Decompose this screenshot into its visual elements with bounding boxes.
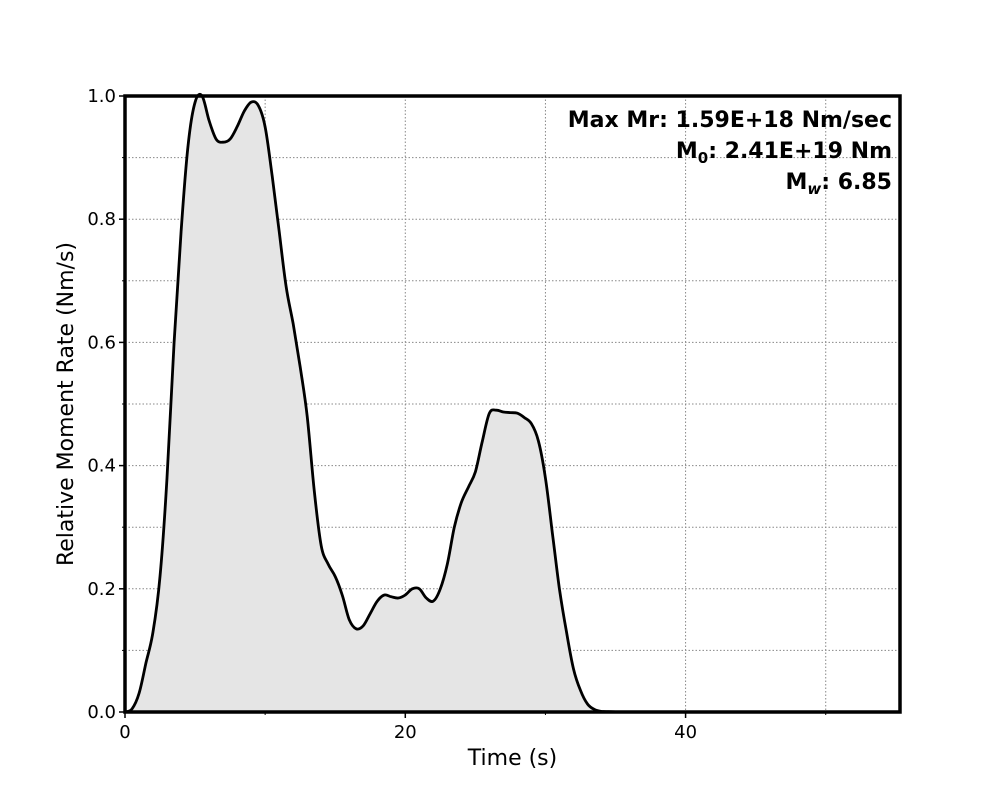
x-tick-label: 40 bbox=[674, 722, 697, 743]
annotation-mw-value: : 6.85 bbox=[821, 170, 892, 195]
x-axis-title: Time (s) bbox=[467, 746, 557, 771]
annotation-m0-prefix: M bbox=[676, 139, 698, 164]
annotation-m0-subscript: 0 bbox=[698, 149, 708, 167]
y-tick-label: 0.8 bbox=[87, 209, 116, 230]
moment-rate-line bbox=[124, 93, 900, 714]
annotation-seismic-moment: M0: 2.41E+19 Nm bbox=[676, 139, 892, 167]
y-tick-label: 0.6 bbox=[87, 332, 116, 353]
axis-ticks: 0 20 40 0.0 0.2 0.4 0.6 0.8 1.0 bbox=[87, 86, 827, 743]
x-tick-label: 20 bbox=[394, 722, 417, 743]
y-tick-label: 0.0 bbox=[87, 702, 116, 723]
y-tick-label: 1.0 bbox=[87, 86, 116, 107]
annotation-max-moment-rate: Max Mr: 1.59E+18 Nm/sec bbox=[568, 108, 892, 133]
y-tick-label: 0.2 bbox=[87, 579, 116, 600]
annotation-mw-subscript: w bbox=[807, 180, 821, 198]
y-axis-title: Relative Moment Rate (Nm/s) bbox=[54, 242, 79, 566]
annotation-m0-value: : 2.41E+19 Nm bbox=[708, 139, 892, 164]
x-tick-label: 0 bbox=[119, 722, 130, 743]
y-tick-label: 0.4 bbox=[87, 456, 116, 477]
annotation-mw-prefix: M bbox=[785, 170, 807, 195]
annotation-moment-magnitude: Mw: 6.85 bbox=[785, 170, 892, 198]
moment-rate-area bbox=[125, 94, 900, 712]
